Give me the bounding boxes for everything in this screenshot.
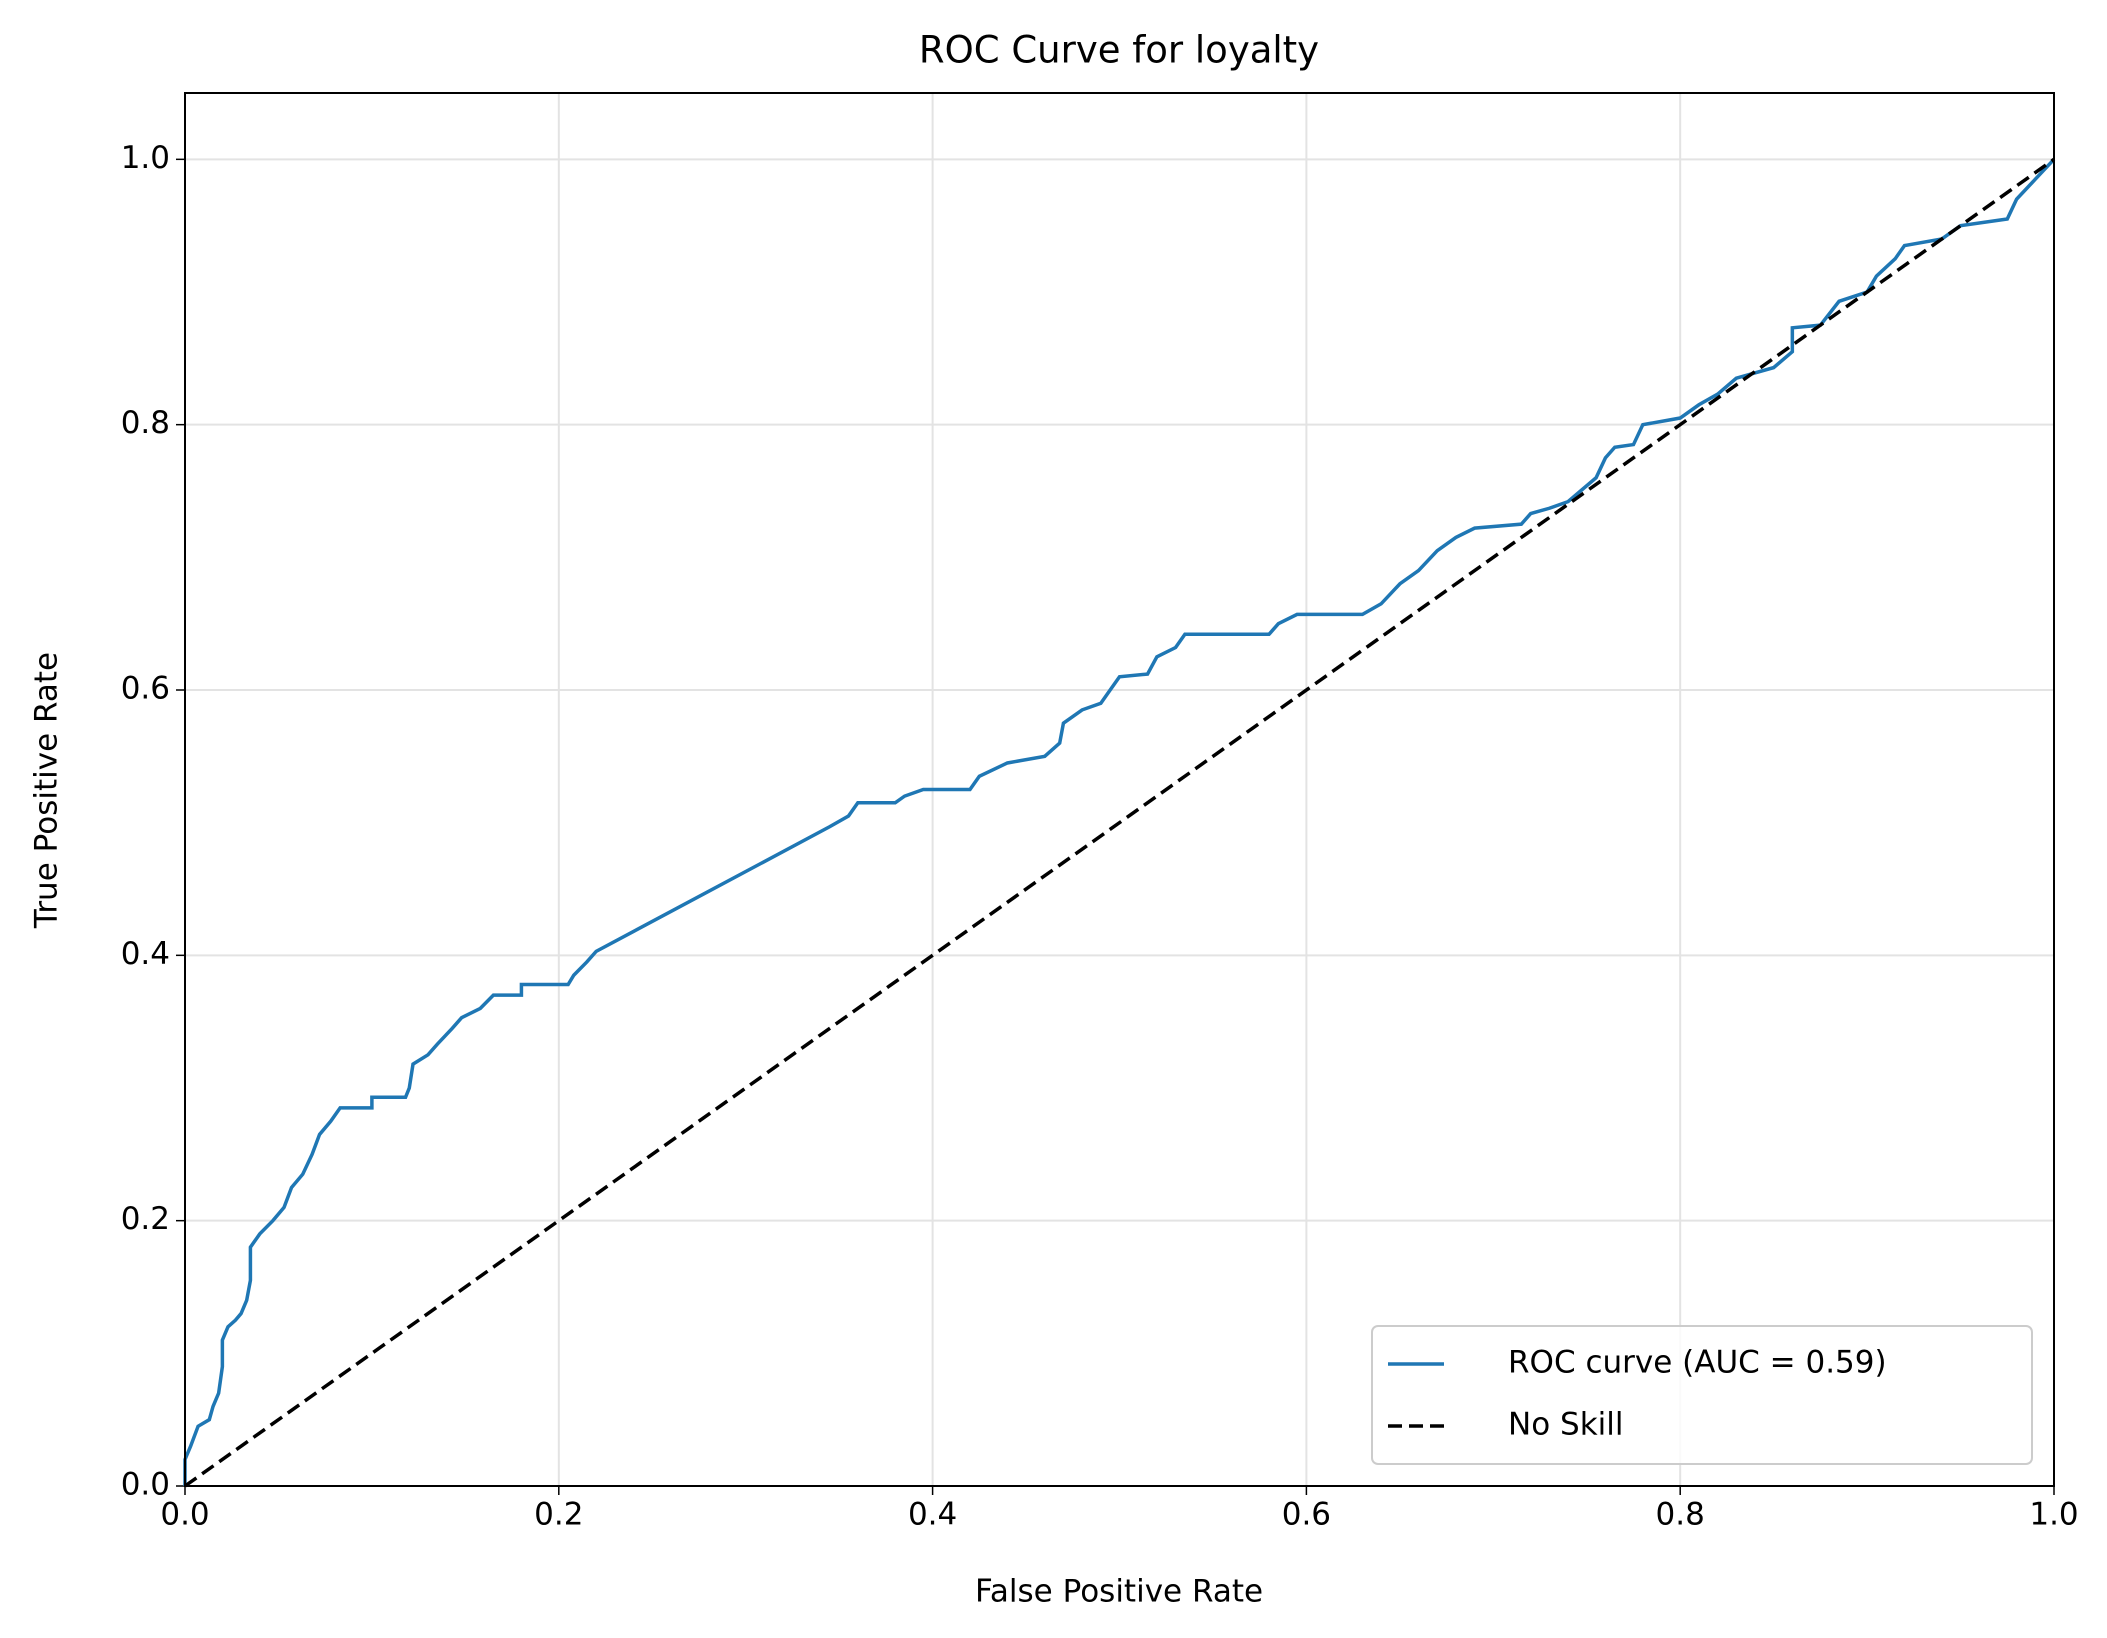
roc-line bbox=[183, 157, 2056, 1488]
x-tick-label: 0.8 bbox=[1656, 1497, 1705, 1533]
legend-box bbox=[1371, 1325, 2033, 1465]
chart-title: ROC Curve for loyalty bbox=[919, 29, 1319, 72]
y-tick-label: 0.0 bbox=[121, 1467, 170, 1503]
x-tick-label: 1.0 bbox=[2029, 1497, 2078, 1533]
y-tick-label: 0.2 bbox=[121, 1201, 170, 1237]
x-tick-label: 0.2 bbox=[534, 1497, 583, 1533]
y-tick-label: 0.4 bbox=[121, 936, 170, 972]
y-tick-label: 0.8 bbox=[121, 405, 170, 441]
legend-label: No Skill bbox=[1508, 1407, 1623, 1443]
x-axis-label: False Positive Rate bbox=[975, 1574, 1263, 1610]
y-tick-label: 0.6 bbox=[121, 671, 170, 707]
x-tick-label: 0.4 bbox=[908, 1497, 957, 1533]
x-tick-label: 0.6 bbox=[1282, 1497, 1331, 1533]
axes-frame bbox=[184, 92, 2055, 1487]
y-axis-label: True Positive Rate bbox=[29, 652, 65, 929]
roc-line bbox=[183, 158, 2056, 1486]
y-tick-label: 1.0 bbox=[121, 140, 170, 176]
legend-label: ROC curve (AUC = 0.59) bbox=[1508, 1345, 1887, 1381]
x-tick-label: 0.0 bbox=[160, 1497, 209, 1533]
